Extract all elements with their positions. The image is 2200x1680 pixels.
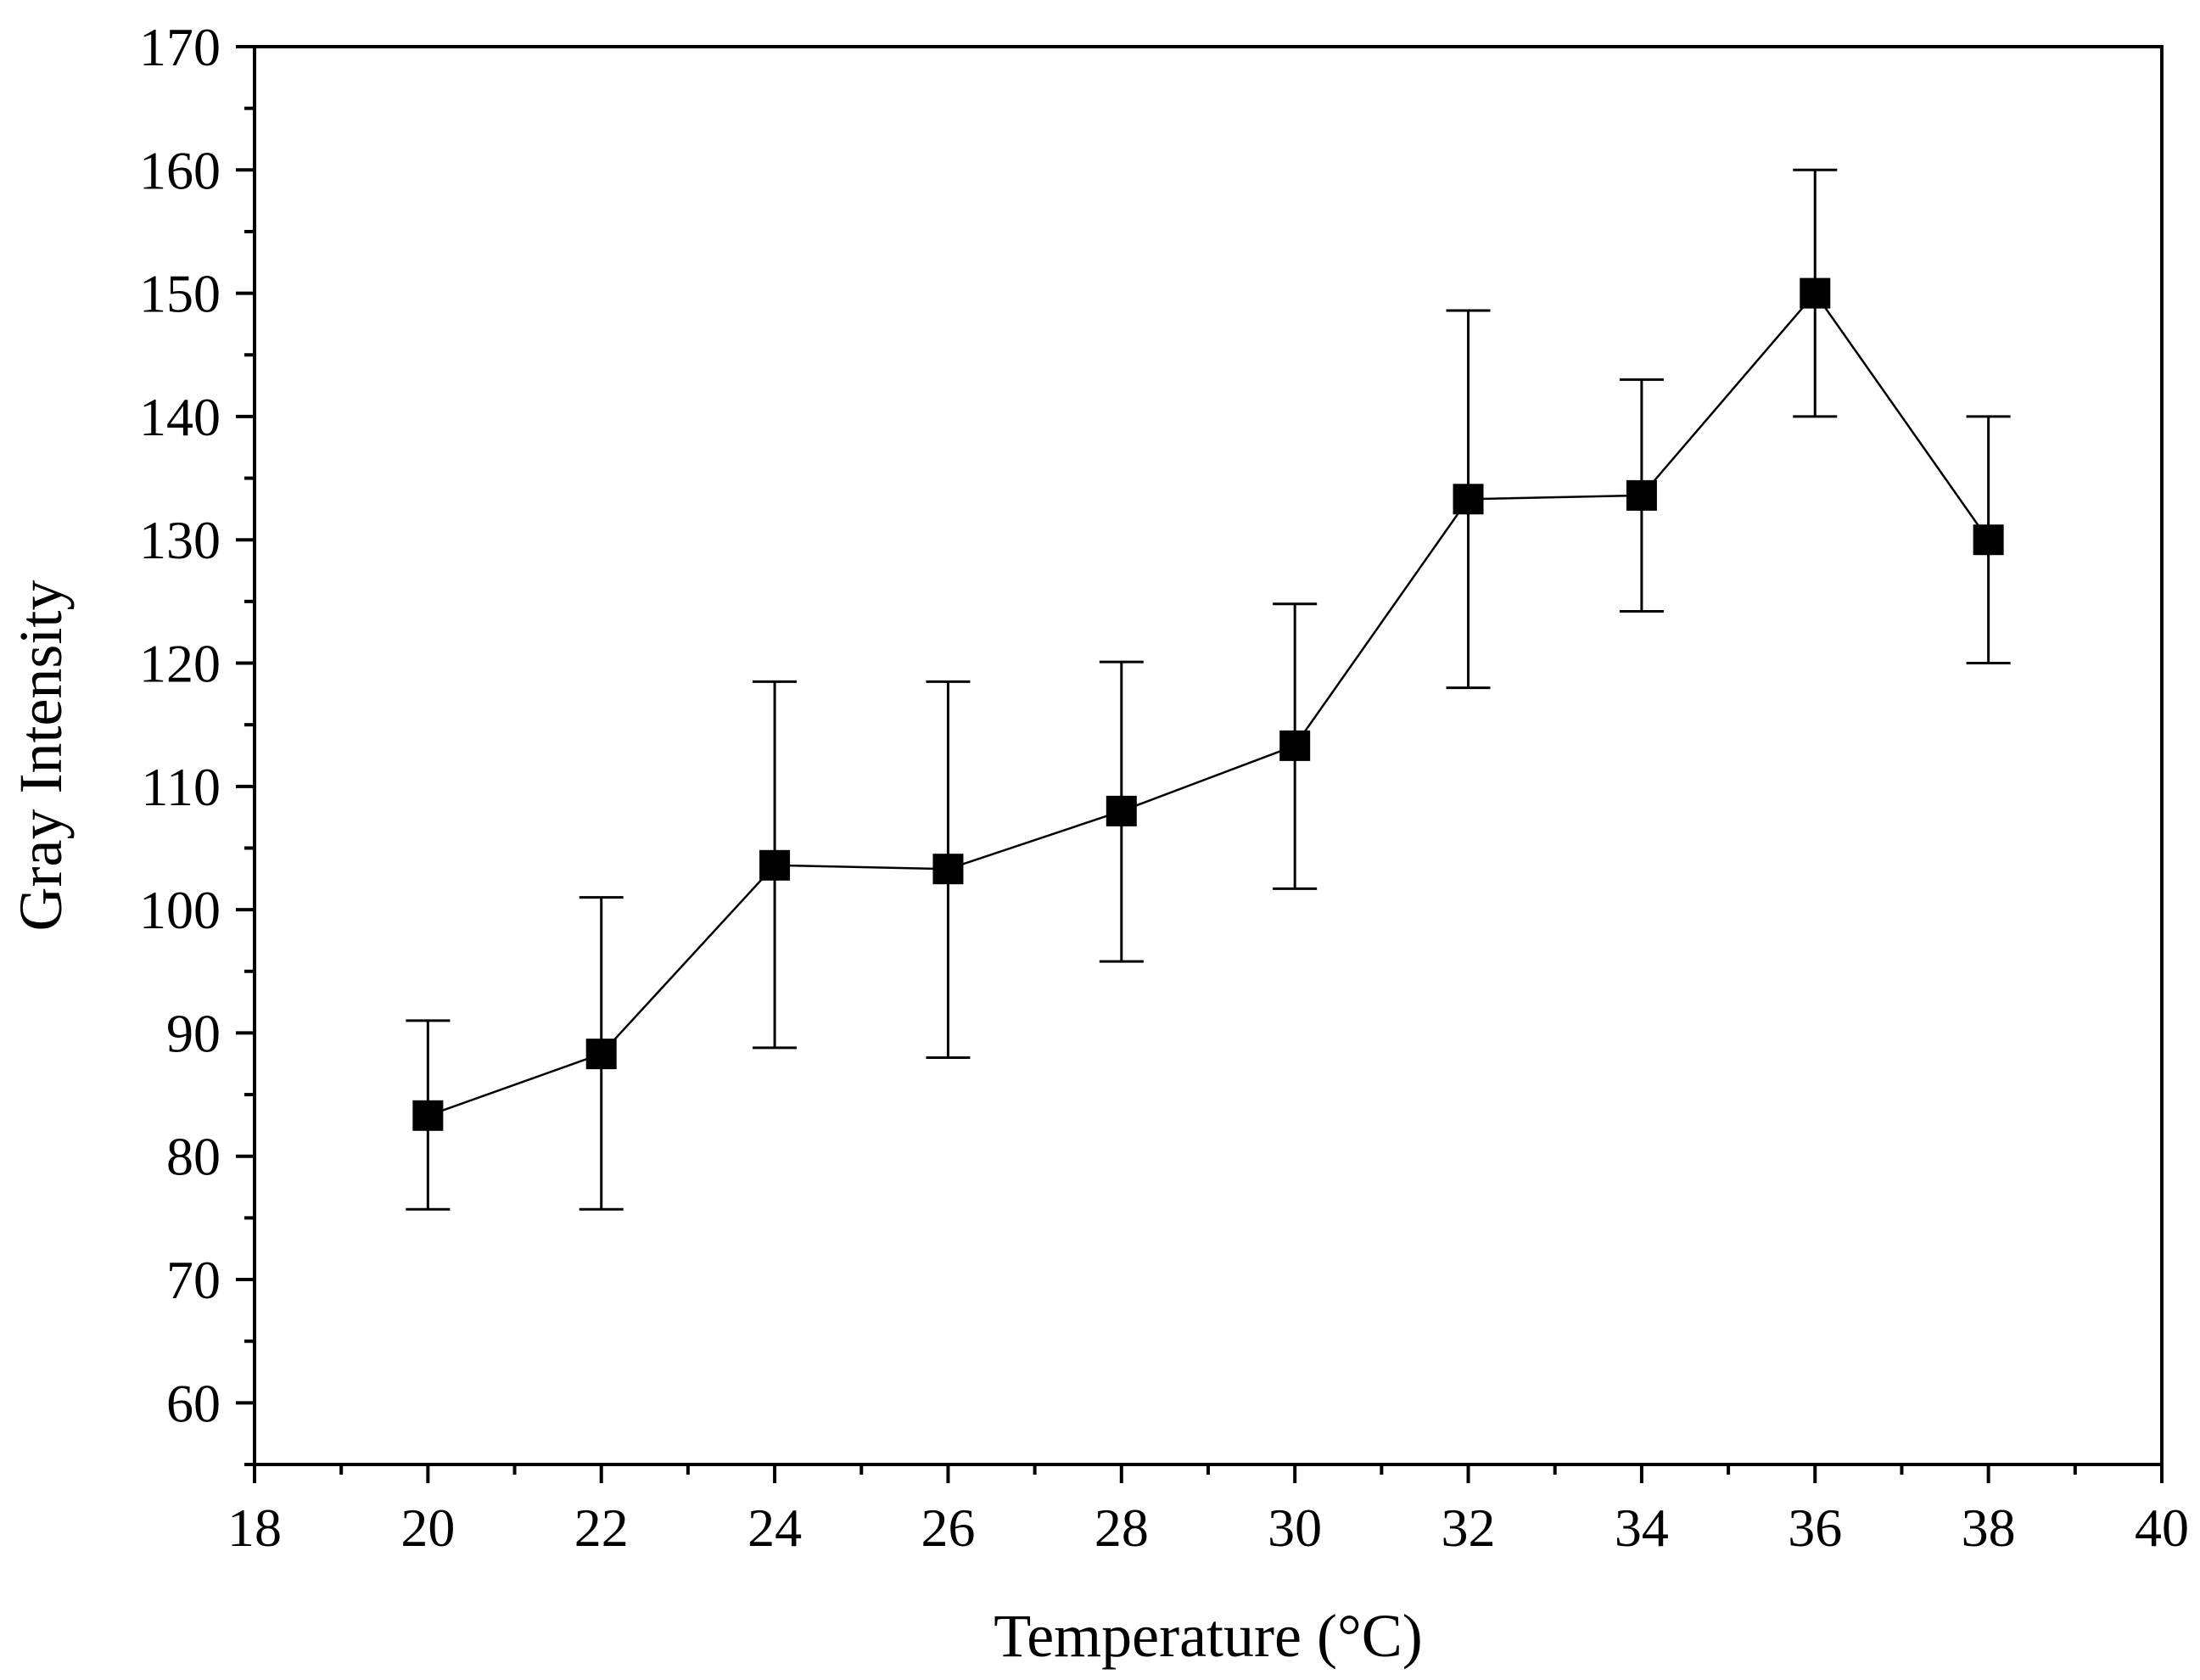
x-tick-label: 34: [1615, 1498, 1669, 1558]
y-tick-label: 90: [166, 1003, 221, 1063]
y-tick-label: 60: [166, 1373, 221, 1433]
y-tick-label: 110: [141, 757, 221, 817]
data-point-marker: [1453, 484, 1484, 515]
data-point-marker: [585, 1039, 617, 1070]
error-bars: [406, 168, 2011, 1211]
x-tick-label: 40: [2135, 1498, 2189, 1558]
data-point-marker: [1279, 730, 1311, 761]
y-tick-label: 170: [139, 17, 221, 77]
data-point-marker: [1106, 795, 1137, 826]
y-tick-label: 140: [139, 387, 221, 447]
y-tick-label: 70: [166, 1250, 221, 1310]
plot-frame: [253, 45, 2164, 1466]
y-tick-label: 80: [166, 1127, 221, 1187]
y-tick-label: 100: [139, 880, 221, 940]
y-axis-ticks: 60 70 80 90 100 110 120 130 140 150 160 170: [139, 17, 255, 1466]
series-line-group: [427, 291, 1990, 1117]
x-tick-label: 20: [400, 1498, 455, 1558]
data-point-marker: [1626, 479, 1657, 511]
x-tick-label: 26: [921, 1498, 975, 1558]
y-tick-label: 120: [139, 634, 221, 694]
data-point-marker: [1973, 524, 2004, 556]
y-tick-label: 150: [139, 264, 221, 324]
data-markers: [412, 277, 2004, 1131]
x-tick-label: 24: [747, 1498, 802, 1558]
y-tick-label: 160: [139, 140, 221, 200]
x-tick-label: 38: [1962, 1498, 2016, 1558]
x-tick-label: 36: [1788, 1498, 1842, 1558]
series-line: [427, 291, 1990, 1117]
x-tick-label: 22: [574, 1498, 629, 1558]
data-point-marker: [412, 1100, 444, 1131]
x-tick-label: 28: [1094, 1498, 1149, 1558]
x-tick-label: 32: [1441, 1498, 1496, 1558]
y-axis-title: Gray Intensity: [7, 580, 75, 932]
plot-border: [253, 45, 2164, 1466]
x-tick-label: 30: [1268, 1498, 1322, 1558]
data-point-marker: [1800, 277, 1831, 309]
x-axis-title: Temperature (°C): [994, 1602, 1423, 1670]
y-tick-label: 130: [139, 510, 221, 570]
x-axis-ticks: 18 20 22 24 26 28 30 32 34 36 38 40: [227, 1464, 2189, 1558]
x-tick-label: 18: [227, 1498, 282, 1558]
data-point-marker: [759, 849, 791, 881]
data-point-marker: [932, 854, 964, 885]
